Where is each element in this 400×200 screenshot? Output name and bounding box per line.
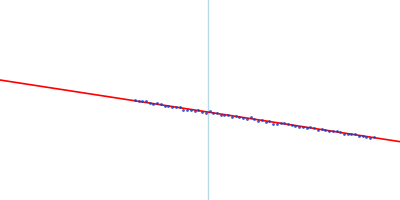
Point xyxy=(352,132,358,136)
Point xyxy=(240,116,246,119)
Point xyxy=(367,136,373,140)
Point xyxy=(158,103,164,106)
Point xyxy=(165,104,172,107)
Point xyxy=(330,129,336,132)
Point xyxy=(285,123,291,126)
Point xyxy=(307,125,314,129)
Point xyxy=(251,118,258,121)
Point xyxy=(270,122,276,125)
Point xyxy=(162,104,168,107)
Point xyxy=(356,134,362,137)
Point xyxy=(139,100,146,103)
Point xyxy=(150,102,157,105)
Point xyxy=(225,113,231,117)
Point xyxy=(371,135,377,139)
Point xyxy=(229,115,235,118)
Point xyxy=(210,111,216,115)
Point xyxy=(221,113,228,117)
Point xyxy=(199,110,205,113)
Point xyxy=(143,100,149,103)
Point xyxy=(202,111,209,114)
Point xyxy=(154,101,160,105)
Point xyxy=(259,118,265,121)
Point xyxy=(255,119,261,122)
Point xyxy=(296,126,302,129)
Point xyxy=(288,123,295,127)
Point xyxy=(333,129,340,133)
Point xyxy=(266,120,272,123)
Point xyxy=(218,114,224,117)
Point xyxy=(184,109,190,112)
Point xyxy=(318,128,325,131)
Point xyxy=(173,106,179,109)
Point xyxy=(315,129,321,132)
Point xyxy=(341,132,347,135)
Point xyxy=(274,122,280,125)
Point xyxy=(169,105,175,109)
Point xyxy=(344,132,351,135)
Point xyxy=(244,117,250,120)
Point xyxy=(180,108,186,111)
Point xyxy=(214,112,220,115)
Point xyxy=(337,130,344,133)
Point xyxy=(360,134,366,138)
Point xyxy=(326,130,332,133)
Point xyxy=(248,115,254,119)
Point xyxy=(322,129,328,132)
Point xyxy=(135,100,142,103)
Point xyxy=(176,106,183,109)
Point xyxy=(363,136,370,139)
Point xyxy=(206,109,213,113)
Point xyxy=(348,132,355,136)
Point xyxy=(262,120,269,124)
Point xyxy=(292,124,299,127)
Point xyxy=(146,102,153,105)
Point xyxy=(236,116,243,119)
Point xyxy=(188,108,194,111)
Point xyxy=(277,121,284,125)
Point xyxy=(191,109,198,112)
Point xyxy=(281,122,288,125)
Point xyxy=(311,127,317,130)
Point xyxy=(195,109,202,112)
Point xyxy=(132,99,138,102)
Point xyxy=(300,126,306,129)
Point xyxy=(304,126,310,129)
Point xyxy=(232,114,239,118)
